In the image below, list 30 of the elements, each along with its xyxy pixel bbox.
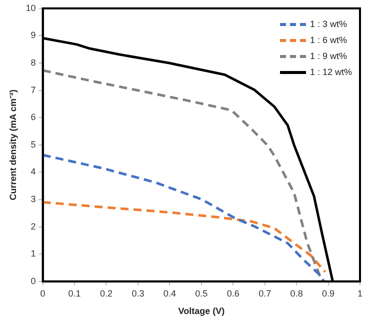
x-tick-label: 1 [357,288,363,298]
y-tick-label: 10 [26,2,36,13]
x-tick-label: 0.2 [100,288,113,298]
y-axis-title: Current density (mA cm⁻²) [8,90,18,200]
x-tick-label: 0 [40,288,46,298]
y-tick-label: 9 [30,30,36,40]
x-tick-label: 0.9 [322,288,335,298]
y-tick-label: 2 [30,221,36,232]
x-tick-label: 0.5 [195,288,208,298]
x-tick-label: 0.6 [226,288,240,298]
y-tick-label: 5 [30,139,36,150]
x-tick-label: 0.4 [163,288,176,298]
y-tick-label: 8 [30,57,36,68]
y-tick-label: 1 [30,248,36,259]
legend-label: 1 : 6 wt% [310,35,348,46]
x-tick-label: 0.3 [132,288,144,298]
legend-label: 1 : 9 wt% [310,51,348,62]
y-tick-label: 6 [30,112,36,122]
x-axis-title: Voltage (V) [178,306,225,316]
y-tick-label: 4 [30,166,36,177]
line-series [42,154,326,282]
line-series [42,200,326,274]
y-tick-label: 0 [30,276,36,286]
x-tick-label: 0.1 [68,288,81,298]
legend-label: 1 : 12 wt% [310,67,352,78]
x-tick-label: 0.8 [290,288,303,298]
y-tick-label: 7 [30,84,36,95]
x-tick-label: 0.7 [258,288,272,298]
legend-label: 1 : 3 wt% [310,19,348,30]
y-tick-label: 3 [30,194,36,204]
